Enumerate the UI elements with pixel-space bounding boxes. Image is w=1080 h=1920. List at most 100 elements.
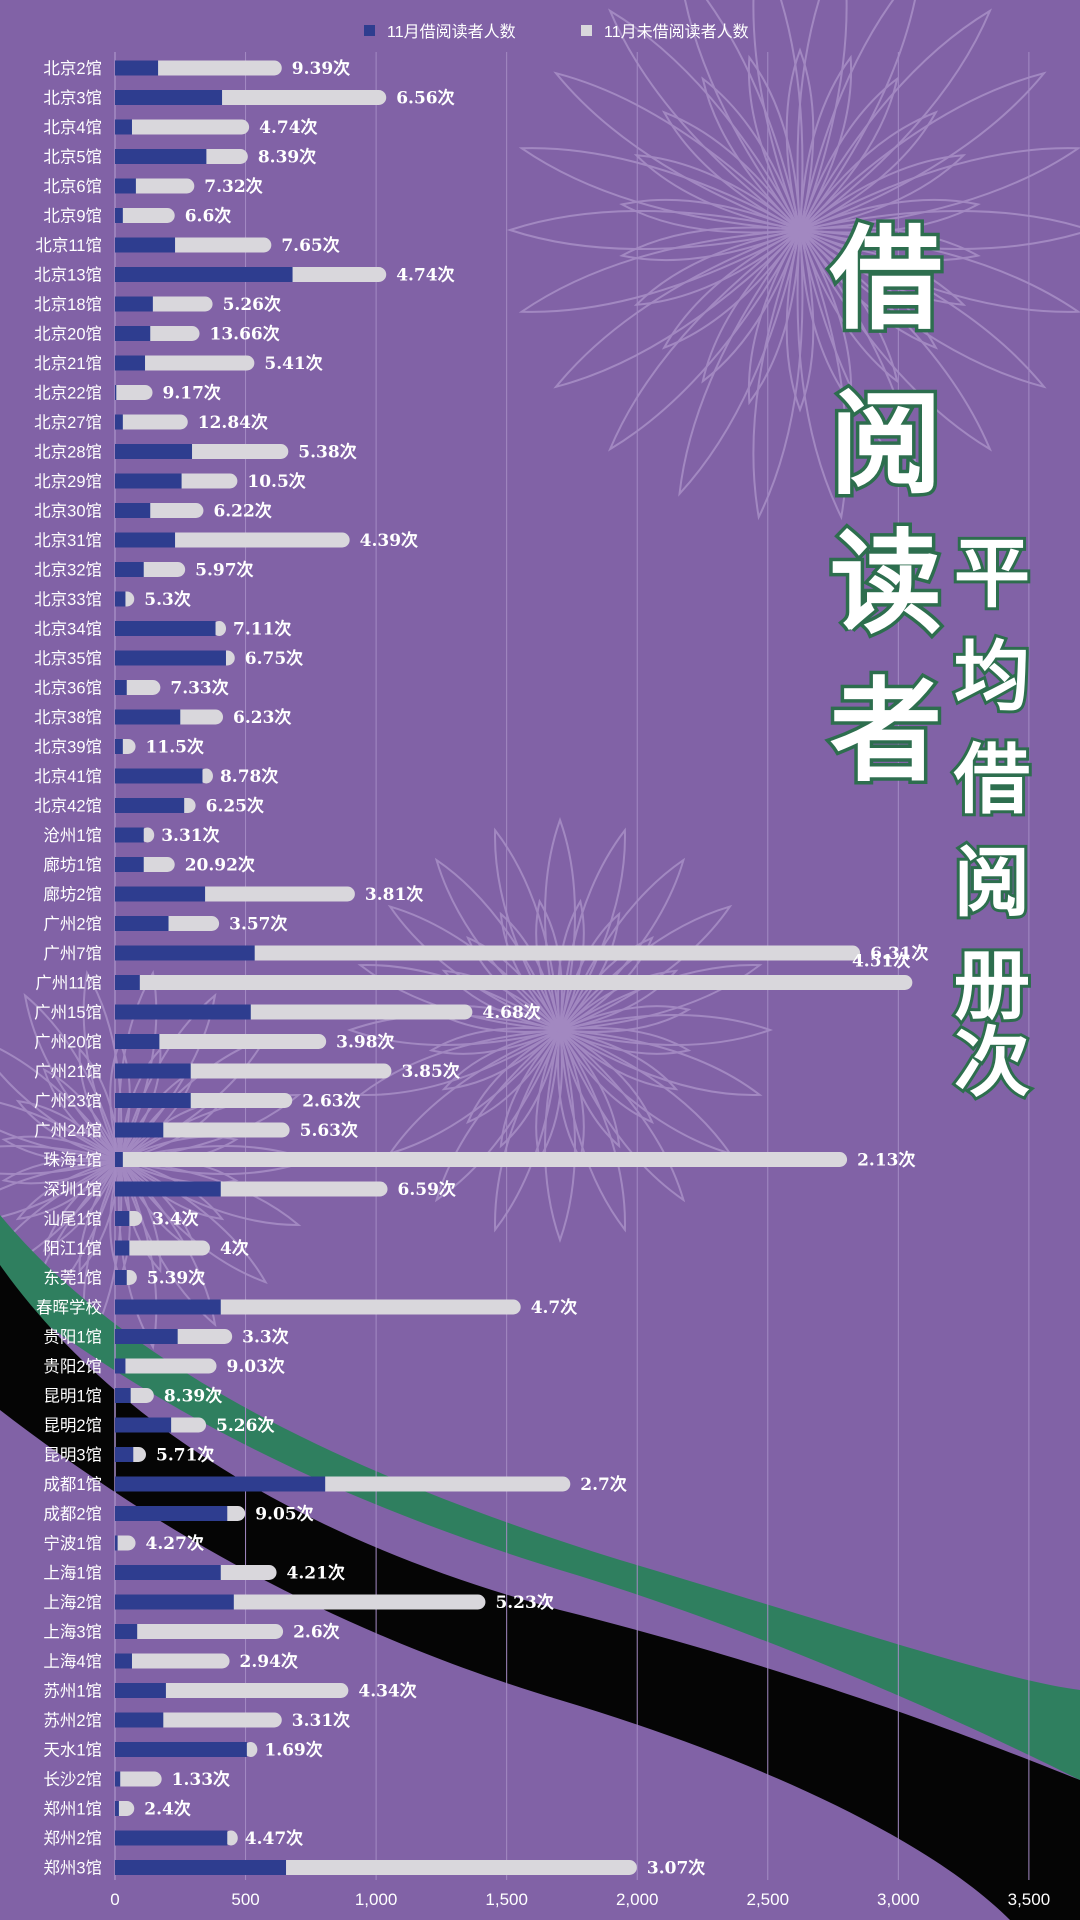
data-label: 1.33次 <box>172 1769 230 1790</box>
category-label: 广州21馆 <box>34 1062 102 1081</box>
legend-label-not-borrowed: 11月未借阅读者人数 <box>604 23 749 41</box>
category-label: 北京42馆 <box>34 797 102 816</box>
data-label: 4.68次 <box>482 1002 540 1023</box>
bar-borrowed <box>115 208 123 223</box>
data-label: 9.17次 <box>163 383 221 404</box>
petal <box>799 71 1047 231</box>
bar-not-borrowed <box>115 945 861 961</box>
bar-borrowed <box>115 473 182 489</box>
category-label: 阳江1馆 <box>43 1239 102 1258</box>
petal <box>559 1029 686 1203</box>
petal <box>518 229 801 313</box>
category-label: 北京20馆 <box>34 325 102 344</box>
data-label: 6.6次 <box>185 206 232 227</box>
category-label: 北京11馆 <box>35 236 102 255</box>
bar-borrowed <box>115 1329 178 1344</box>
category-label: 深圳1馆 <box>43 1180 102 1199</box>
category-label: 上海2馆 <box>43 1593 102 1612</box>
x-tick-label: 1,000 <box>355 1890 398 1909</box>
petal-inner <box>799 154 967 231</box>
category-label: 北京30馆 <box>34 502 102 521</box>
bar-not-borrowed <box>115 1152 848 1167</box>
petal-inner <box>466 1027 563 1124</box>
bar-borrowed <box>115 591 126 607</box>
main-title-char: 阅 <box>830 379 942 510</box>
data-label: 13.66次 <box>210 324 280 345</box>
category-label: 沧州1馆 <box>43 826 102 845</box>
petal-inner <box>619 198 801 234</box>
petal-inner <box>633 229 801 306</box>
bar-not-borrowed-base <box>115 1535 129 1551</box>
bar-borrowed <box>115 90 223 105</box>
bar-borrowed <box>115 267 293 282</box>
x-tick-label: 2,000 <box>616 1890 659 1909</box>
bar-borrowed-overlay <box>115 621 216 636</box>
petal-inner <box>799 110 939 231</box>
data-label: 3.4次 <box>152 1209 199 1230</box>
legend-swatch-borrowed <box>364 25 375 36</box>
data-label: 6.22次 <box>213 501 271 522</box>
petal <box>559 904 733 1031</box>
petal <box>559 1029 626 1233</box>
bar-borrowed <box>115 326 151 341</box>
category-label: 广州7馆 <box>43 944 102 963</box>
category-label: 贵阳1馆 <box>43 1328 102 1347</box>
petal <box>799 229 922 497</box>
petal <box>607 229 801 452</box>
data-label: 20.92次 <box>185 855 255 876</box>
data-label: 6.56次 <box>396 88 454 109</box>
petal <box>799 0 916 231</box>
petal <box>799 8 993 231</box>
petal-inner <box>799 54 853 231</box>
bar-borrowed <box>115 650 226 666</box>
petal <box>559 1029 733 1156</box>
petal-inner <box>78 1046 122 1164</box>
data-label: 5.41次 <box>264 353 322 374</box>
bar-borrowed <box>115 562 144 577</box>
data-label: 3.81次 <box>365 884 423 905</box>
data-label: 6.25次 <box>206 796 264 817</box>
x-tick-label: 3,500 <box>1008 1890 1051 1909</box>
bar-borrowed <box>115 1506 228 1521</box>
category-label: 北京18馆 <box>34 295 102 314</box>
petal <box>678 229 801 497</box>
category-label: 成都2馆 <box>43 1505 102 1524</box>
category-label: 广州2馆 <box>43 915 102 934</box>
petal-inner <box>633 154 801 231</box>
bar-borrowed <box>115 1034 160 1049</box>
bar-borrowed-overlay <box>115 1830 228 1846</box>
category-label: 北京5馆 <box>43 148 102 167</box>
petal-inner <box>785 47 815 231</box>
petal <box>434 1029 561 1203</box>
bar-borrowed <box>115 739 123 754</box>
data-label: 3.85次 <box>401 1061 459 1082</box>
category-label: 北京9馆 <box>43 207 102 226</box>
petal-inner <box>661 229 801 350</box>
x-tick-label: 1,500 <box>485 1890 528 1909</box>
petal-inner <box>701 229 801 384</box>
category-label: 广州15馆 <box>34 1003 102 1022</box>
data-label: 12.84次 <box>198 412 268 433</box>
bar-borrowed <box>115 149 207 164</box>
bar-borrowed-overlay <box>115 1742 247 1757</box>
category-label: 苏州2馆 <box>43 1711 102 1730</box>
petal-inner <box>556 969 679 1032</box>
bar-borrowed <box>115 1240 130 1256</box>
data-label: 4.27次 <box>146 1533 204 1554</box>
petal-inner <box>441 969 564 1032</box>
petal-inner <box>785 229 815 413</box>
petal <box>494 1029 561 1233</box>
petal <box>518 147 801 231</box>
category-label: 天水1馆 <box>43 1741 102 1760</box>
bar-borrowed <box>115 1152 123 1167</box>
data-label: 3.07次 <box>647 1858 705 1879</box>
subtitle-char: 均 <box>954 632 1030 721</box>
data-label: 4.74次 <box>396 265 454 286</box>
main-title-char: 读 <box>830 518 942 649</box>
bar-not-borrowed-base <box>115 1801 127 1816</box>
category-label: 北京21馆 <box>34 354 102 373</box>
data-label: 10.5次 <box>247 471 305 492</box>
category-label: 苏州1馆 <box>43 1682 102 1701</box>
category-label: 上海4馆 <box>43 1652 102 1671</box>
